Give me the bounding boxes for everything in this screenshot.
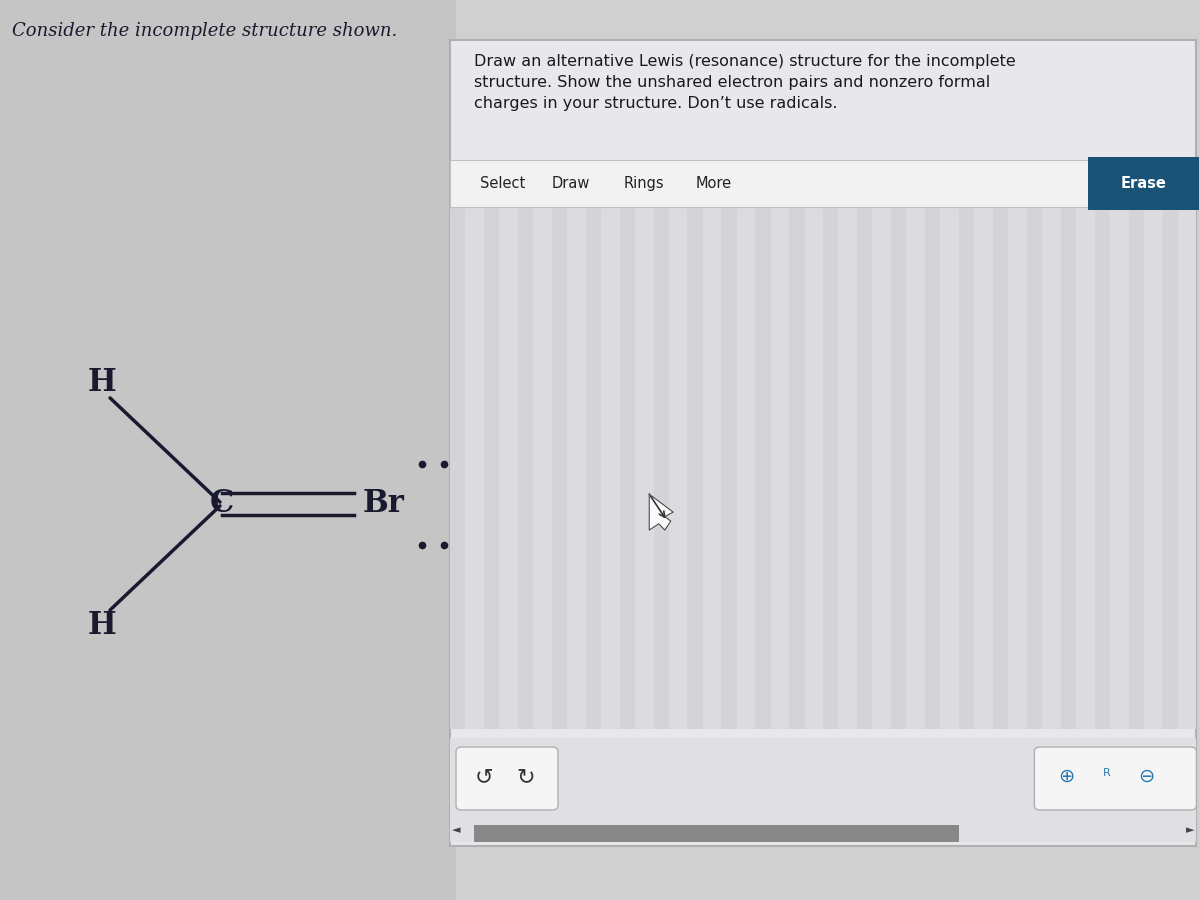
- Bar: [518, 207, 533, 729]
- Bar: [925, 207, 941, 729]
- Text: Rings: Rings: [624, 176, 665, 191]
- Text: ►: ►: [1186, 824, 1195, 835]
- Bar: [755, 207, 770, 729]
- Bar: [586, 207, 601, 729]
- Bar: [474, 825, 959, 842]
- Bar: [992, 207, 1008, 729]
- FancyBboxPatch shape: [1088, 158, 1199, 210]
- Text: More: More: [696, 176, 732, 191]
- Bar: [654, 207, 668, 729]
- Text: ⊕: ⊕: [1058, 767, 1075, 787]
- Bar: [1163, 207, 1177, 729]
- Text: Select: Select: [480, 176, 526, 191]
- Text: Consider the incomplete structure shown.: Consider the incomplete structure shown.: [12, 22, 397, 40]
- Text: Draw an alternative Lewis (resonance) structure for the incomplete
structure. Sh: Draw an alternative Lewis (resonance) st…: [474, 54, 1015, 111]
- Text: H: H: [88, 610, 116, 641]
- Bar: [1128, 207, 1144, 729]
- Text: ↻: ↻: [516, 767, 535, 787]
- FancyBboxPatch shape: [450, 160, 1196, 207]
- Bar: [857, 207, 872, 729]
- FancyBboxPatch shape: [450, 207, 1196, 729]
- Polygon shape: [649, 494, 673, 530]
- FancyBboxPatch shape: [450, 738, 1196, 842]
- FancyBboxPatch shape: [450, 40, 1196, 846]
- FancyBboxPatch shape: [1034, 747, 1196, 810]
- Bar: [450, 207, 466, 729]
- FancyBboxPatch shape: [456, 747, 558, 810]
- Bar: [1027, 207, 1042, 729]
- Text: ᴿ: ᴿ: [1103, 768, 1110, 786]
- Bar: [688, 207, 703, 729]
- Bar: [892, 207, 906, 729]
- Bar: [552, 207, 568, 729]
- Bar: [959, 207, 974, 729]
- Text: ⊖: ⊖: [1138, 767, 1154, 787]
- Bar: [484, 207, 499, 729]
- Text: C: C: [210, 489, 234, 519]
- Text: Br: Br: [364, 489, 404, 519]
- Bar: [1061, 207, 1076, 729]
- Bar: [790, 207, 804, 729]
- Text: Erase: Erase: [1121, 176, 1166, 191]
- FancyBboxPatch shape: [0, 0, 456, 900]
- Bar: [721, 207, 737, 729]
- Bar: [1094, 207, 1110, 729]
- Text: Draw: Draw: [552, 176, 590, 191]
- Text: H: H: [88, 367, 116, 398]
- Text: ↺: ↺: [474, 767, 493, 787]
- Text: ◄: ◄: [451, 824, 461, 835]
- Bar: [619, 207, 635, 729]
- Bar: [823, 207, 839, 729]
